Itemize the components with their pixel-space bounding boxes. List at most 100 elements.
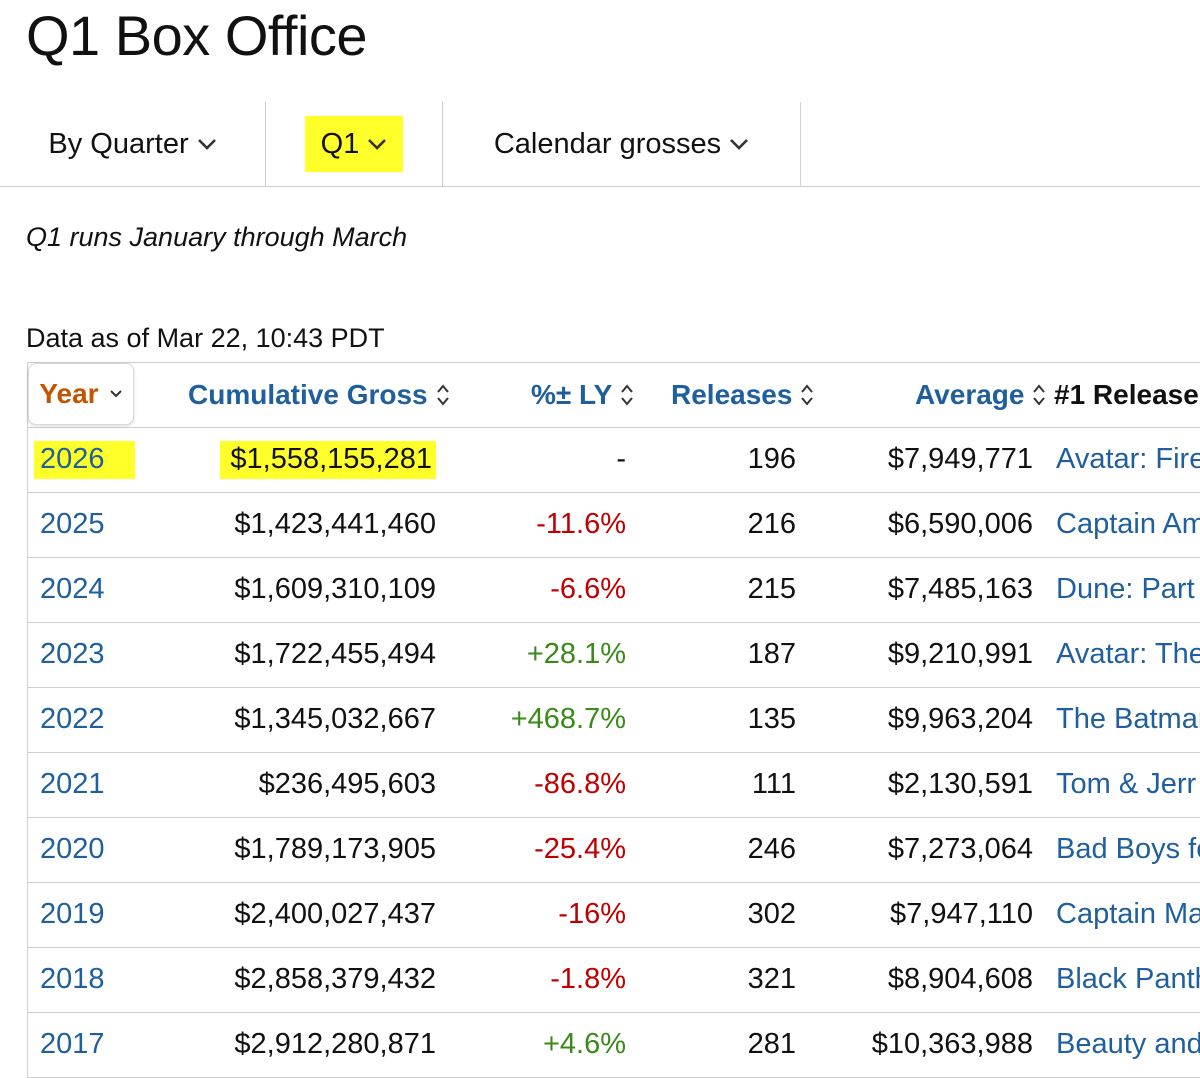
sort-cumulative-gross-header[interactable]: Cumulative Gross [188,363,450,427]
release-1-link[interactable]: Bad Boys fo [1056,833,1200,865]
releases-cell: 216 [747,508,796,540]
year-header-label: Year [39,378,99,409]
quarter-label: Q1 [320,127,360,160]
table-row: 2023 $1,722,455,494 +28.1% 187 $9,210,991 Ava… [28,623,1200,688]
chevron-down-icon [197,139,216,150]
cumulative-gross-cell: $1,423,441,460 [28,493,436,556]
chevron-down-icon [368,139,387,150]
average-cell: $10,363,988 [871,1028,1033,1060]
gross-value: $1,345,032,667 [234,703,436,735]
releases-cell: 215 [747,573,796,605]
cumulative-gross-cell: $236,495,603 [28,753,436,816]
table-row: 2026 $1,558,155,281 - 196 $7,949,771 Avatar: … [28,428,1200,493]
pct-ly-cell: +4.6% [542,1028,626,1060]
gross-value: $1,609,310,109 [234,573,436,605]
pct-ly-cell: -11.6% [536,508,626,540]
pct-ly-cell: +28.1% [526,638,626,670]
year-highlight: 2026 [34,440,135,479]
year-link[interactable]: 2024 [40,558,105,621]
table-row: 2021 $236,495,603 -86.8% 111 $2,130,591 Tom &… [28,753,1200,818]
quarter-note: Q1 runs January through March [26,222,408,252]
year-link[interactable]: 2021 [40,753,105,816]
release-1-header-label: #1 Release [1054,379,1199,410]
average-cell: $7,949,771 [887,443,1033,475]
releases-cell: 321 [747,963,796,995]
cumulative-gross-cell: $1,722,455,494 [28,623,436,686]
cumulative-gross-cell: $2,400,027,437 [28,883,436,946]
pct-ly-cell: - [616,443,626,475]
gross-value: $236,495,603 [258,768,436,800]
cumulative-gross-cell: $1,345,032,667 [28,688,436,751]
year-link[interactable]: 2022 [40,688,105,751]
year-link[interactable]: 2019 [40,883,105,946]
average-cell: $2,130,591 [887,768,1033,800]
average-cell: $7,485,163 [887,573,1033,605]
period-type-dropdown[interactable]: By Quarter [0,102,266,186]
sort-pct-ly-header[interactable]: %± LY [531,363,634,427]
pct-ly-cell: -86.8% [534,768,626,800]
cumulative-gross-cell: $1,558,155,281 [28,428,436,491]
year-link[interactable]: 2025 [40,493,105,556]
pct-ly-cell: -16% [558,898,626,930]
sort-icon [1033,384,1046,406]
releases-cell: 302 [747,898,796,930]
pct-ly-cell: -6.6% [550,573,626,605]
releases-cell: 187 [747,638,796,670]
release-1-link[interactable]: Dune: Part [1056,573,1195,605]
sort-year-header[interactable]: Year [28,363,134,425]
release-1-link[interactable]: The Batman [1056,703,1200,735]
table-row: 2018 $2,858,379,432 -1.8% 321 $8,904,608 Blac… [28,948,1200,1013]
box-office-table: Year Cumulative Gross %± LY Releases Ave… [27,362,1200,1078]
year-value: 2021 [40,768,105,800]
year-value: 2024 [40,573,105,605]
gross-value: $2,400,027,437 [234,898,436,930]
chevron-down-icon [109,390,122,398]
sort-average-header[interactable]: Average [915,363,1046,427]
table-row: 2019 $2,400,027,437 -16% 302 $7,947,110 Capta… [28,883,1200,948]
sort-releases-header[interactable]: Releases [671,363,814,427]
sort-icon [621,384,634,406]
table-body: 2026 $1,558,155,281 - 196 $7,949,771 Avatar: … [28,428,1200,1078]
releases-cell: 246 [747,833,796,865]
releases-cell: 111 [751,768,796,800]
pct-ly-cell: -25.4% [534,833,626,865]
year-link[interactable]: 2017 [40,1013,105,1076]
release-1-link[interactable]: Avatar: The [1056,638,1200,670]
average-cell: $9,210,991 [887,638,1033,670]
quarter-dropdown[interactable]: Q1 [266,102,443,186]
cumulative-gross-cell: $1,609,310,109 [28,558,436,621]
gross-type-label: Calendar grosses [493,127,722,160]
pct-ly-header-label: %± LY [531,379,613,410]
year-link[interactable]: 2020 [40,818,105,881]
release-1-link[interactable]: Beauty and [1056,1028,1200,1060]
pct-ly-cell: -1.8% [550,963,626,995]
release-1-link[interactable]: Avatar: Fire [1056,443,1200,475]
gross-type-dropdown[interactable]: Calendar grosses [443,102,801,186]
year-value: 2017 [40,1028,105,1060]
sort-icon [801,384,814,406]
year-link[interactable]: 2018 [40,948,105,1011]
releases-cell: 281 [747,1028,796,1060]
cumulative-gross-cell: $2,912,280,871 [28,1013,436,1076]
chevron-down-icon [730,139,749,150]
period-type-label: By Quarter [48,127,189,160]
gross-value: $1,423,441,460 [234,508,436,540]
release-1-header: #1 Release [1054,363,1199,427]
release-1-link[interactable]: Captain Ma [1056,898,1200,930]
year-value: 2023 [40,638,105,670]
page-title: Q1 Box Office [26,4,368,67]
table-header: Year Cumulative Gross %± LY Releases Ave… [28,363,1200,428]
release-1-link[interactable]: Black Panth [1056,963,1200,995]
year-value: 2019 [40,898,105,930]
releases-header-label: Releases [671,379,793,410]
table-row: 2022 $1,345,032,667 +468.7% 135 $9,963,204 Th… [28,688,1200,753]
year-value: 2020 [40,833,105,865]
year-link[interactable]: 2023 [40,623,105,686]
cumulative-gross-cell: $2,858,379,432 [28,948,436,1011]
data-timestamp: Data as of Mar 22, 10:43 PDT [26,323,385,353]
release-1-link[interactable]: Tom & Jerr [1056,768,1197,800]
average-cell: $7,947,110 [890,898,1033,930]
quarter-highlight: Q1 [304,116,404,172]
year-link[interactable]: 2026 [34,428,135,491]
release-1-link[interactable]: Captain Am [1056,508,1200,540]
